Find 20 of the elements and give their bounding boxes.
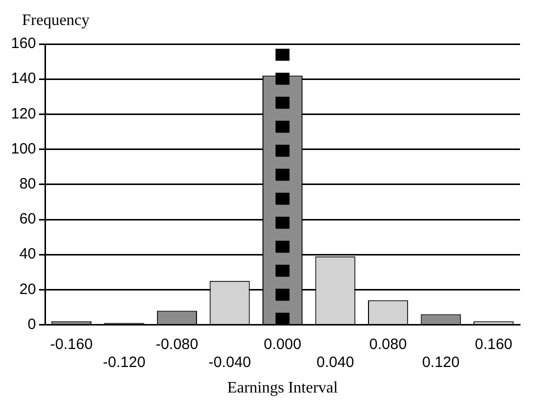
- y-tick-label: 120: [10, 105, 36, 122]
- x-tick-label: 0.040: [316, 354, 354, 371]
- x-tick-label: 0.160: [474, 336, 512, 353]
- y-tick-label: 40: [19, 246, 36, 263]
- x-axis-title: Earnings Interval: [227, 380, 338, 397]
- x-tick-label: -0.080: [156, 336, 198, 353]
- x-tick-label: -0.120: [102, 354, 146, 371]
- y-tick-label: 60: [19, 210, 36, 228]
- x-tick-label: 0.120: [422, 354, 460, 371]
- x-tick-label: 0.000: [264, 336, 302, 353]
- y-tick-label: 0: [28, 316, 36, 333]
- x-tick-label: 0.080: [369, 336, 407, 353]
- x-tick-label: -0.160: [50, 336, 93, 353]
- y-axis-title: Frequency: [21, 11, 91, 31]
- y-tick-label: 20: [19, 280, 36, 298]
- y-tick-label: 100: [10, 140, 36, 158]
- x-tick-label: -0.040: [208, 354, 252, 371]
- y-tick-label: 80: [19, 176, 36, 193]
- y-tick-label: 140: [10, 70, 36, 88]
- y-tick-label: 160: [10, 35, 36, 52]
